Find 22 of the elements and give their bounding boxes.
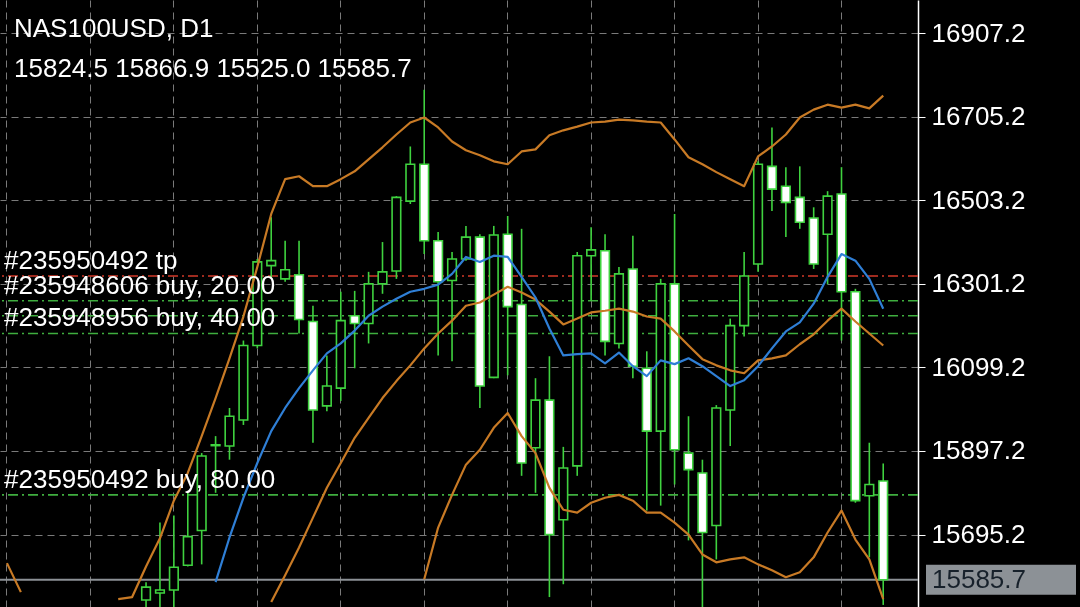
candlestick [864, 441, 875, 559]
y-tick-label: 16907.2 [931, 17, 1026, 48]
candlestick [460, 225, 472, 262]
ref-line-label: #235950492 tp [4, 244, 178, 275]
candlestick [349, 290, 360, 370]
candlestick [377, 241, 388, 295]
candlestick [683, 415, 694, 542]
candlestick [766, 126, 778, 212]
y-tick-label: 16705.2 [931, 101, 1026, 132]
text: 15824.5 15866.9 15525.0 15585.7 [14, 53, 412, 83]
y-tick-label: 15695.2 [931, 519, 1026, 550]
line-series [423, 411, 885, 601]
y-tick-label: 16503.2 [931, 184, 1026, 215]
y-tick-label: 16301.2 [931, 268, 1026, 299]
candlestick [321, 354, 332, 413]
text: NAS100USD, D1 [14, 13, 214, 43]
ref-line-label: 15585.7 [932, 563, 1026, 594]
y-tick-label: 16099.2 [931, 351, 1026, 382]
candlestick [780, 166, 791, 238]
candlestick [280, 240, 291, 283]
y-tick-label: 15897.2 [931, 435, 1026, 466]
candlestick [586, 226, 597, 302]
